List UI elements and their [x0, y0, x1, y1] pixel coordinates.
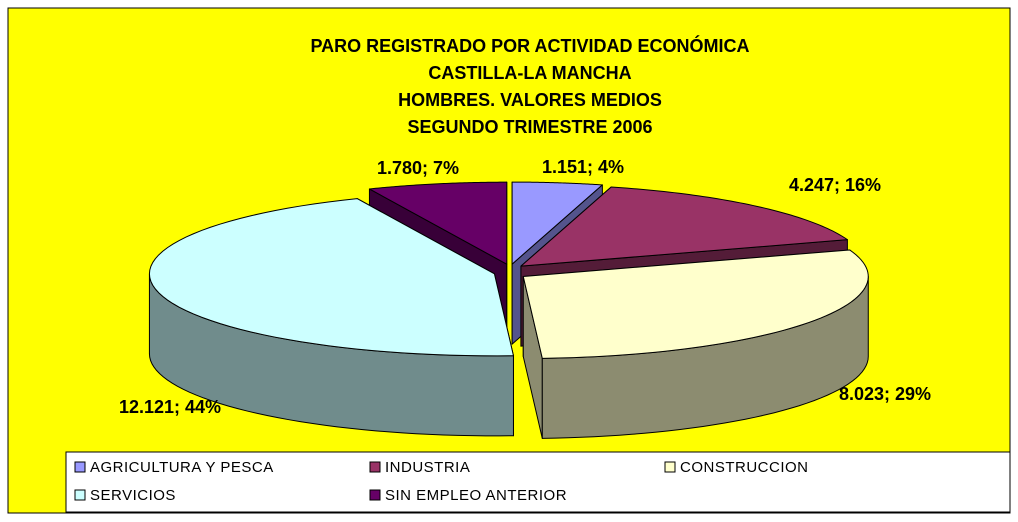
slice-top: [520, 186, 848, 267]
legend-swatch: [74, 489, 86, 501]
data-label: 4.247; 16%: [789, 175, 881, 195]
legend-swatch: [369, 461, 381, 473]
legend-label: SIN EMPLEO ANTERIOR: [385, 487, 567, 504]
data-label: 1.151; 4%: [542, 157, 624, 177]
slice-top: [148, 198, 514, 357]
data-label: 1.780; 7%: [377, 158, 459, 178]
legend-swatch: [664, 461, 676, 473]
slice: [148, 198, 514, 437]
chart-title: CASTILLA-LA MANCHA: [428, 63, 631, 83]
chart-title: SEGUNDO TRIMESTRE 2006: [407, 117, 652, 137]
legend-swatch: [369, 489, 381, 501]
slice-top: [511, 181, 603, 265]
pie: [148, 181, 869, 439]
legend-label: CONSTRUCCION: [680, 459, 809, 476]
slice-top: [368, 181, 508, 265]
legend-swatch: [74, 461, 86, 473]
legend-box: [65, 451, 1011, 513]
chart-title: PARO REGISTRADO POR ACTIVIDAD ECONÓMICA: [310, 35, 749, 56]
slice: [522, 249, 869, 439]
legend-label: INDUSTRIA: [385, 459, 470, 476]
legend-label: SERVICIOS: [90, 487, 176, 504]
data-label: 8.023; 29%: [839, 384, 931, 404]
slice-top: [522, 249, 869, 359]
legend-label: AGRICULTURA Y PESCA: [90, 459, 274, 476]
data-label: 12.121; 44%: [119, 397, 221, 417]
chart-title: HOMBRES. VALORES MEDIOS: [398, 90, 662, 110]
